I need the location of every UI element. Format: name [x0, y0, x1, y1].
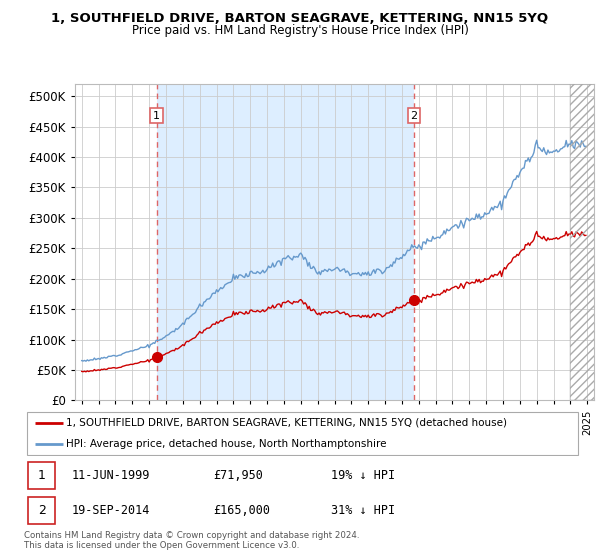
- Bar: [157, 84, 414, 400]
- FancyBboxPatch shape: [28, 497, 55, 524]
- Text: 2: 2: [410, 111, 418, 120]
- Text: £165,000: £165,000: [214, 504, 271, 517]
- Text: 1, SOUTHFIELD DRIVE, BARTON SEAGRAVE, KETTERING, NN15 5YQ (detached house): 1, SOUTHFIELD DRIVE, BARTON SEAGRAVE, KE…: [66, 418, 507, 428]
- Text: 1: 1: [38, 469, 46, 482]
- Text: £71,950: £71,950: [214, 469, 263, 482]
- Text: 11-JUN-1999: 11-JUN-1999: [71, 469, 150, 482]
- Text: 1, SOUTHFIELD DRIVE, BARTON SEAGRAVE, KETTERING, NN15 5YQ: 1, SOUTHFIELD DRIVE, BARTON SEAGRAVE, KE…: [52, 12, 548, 25]
- Text: 2: 2: [38, 504, 46, 517]
- Text: 31% ↓ HPI: 31% ↓ HPI: [331, 504, 395, 517]
- FancyBboxPatch shape: [28, 462, 55, 489]
- Text: HPI: Average price, detached house, North Northamptonshire: HPI: Average price, detached house, Nort…: [66, 438, 386, 449]
- Text: Contains HM Land Registry data © Crown copyright and database right 2024.
This d: Contains HM Land Registry data © Crown c…: [24, 531, 359, 550]
- Text: 1: 1: [153, 111, 160, 120]
- Bar: [571, 84, 596, 400]
- FancyBboxPatch shape: [27, 412, 578, 455]
- Text: 19% ↓ HPI: 19% ↓ HPI: [331, 469, 395, 482]
- Text: Price paid vs. HM Land Registry's House Price Index (HPI): Price paid vs. HM Land Registry's House …: [131, 24, 469, 36]
- Text: 19-SEP-2014: 19-SEP-2014: [71, 504, 150, 517]
